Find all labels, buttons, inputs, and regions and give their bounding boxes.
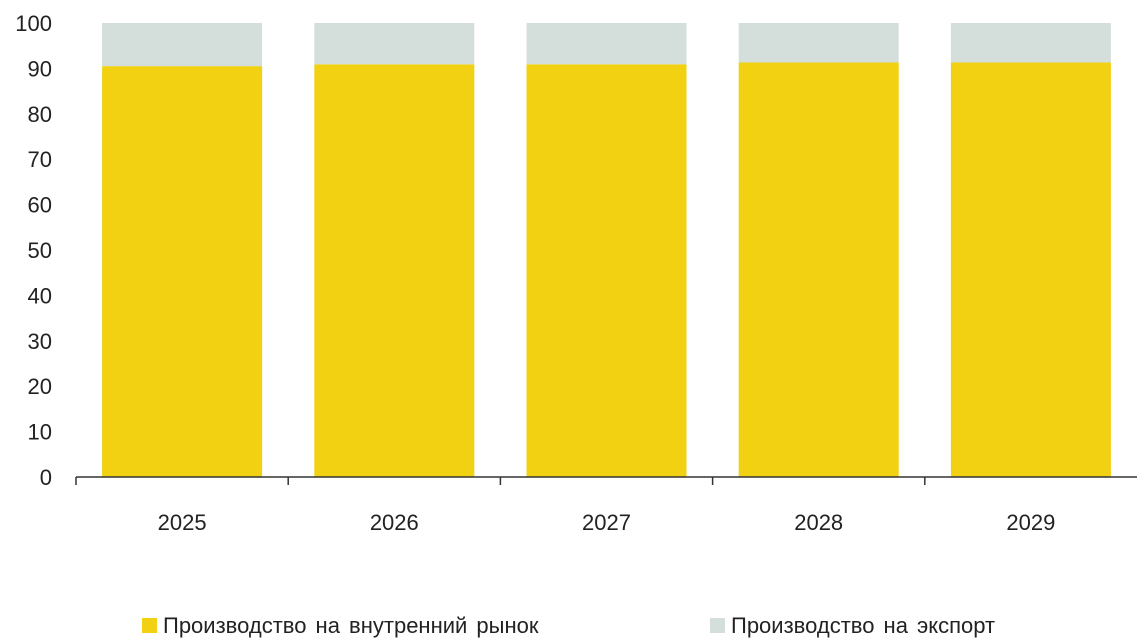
- bar-export-2029: [950, 23, 1111, 63]
- legend-item-export: Производство на экспорт: [710, 612, 995, 639]
- bars: [102, 23, 1111, 478]
- y-tick-label: 20: [28, 374, 52, 399]
- legend-label-domestic: Производство на внутренний рынок: [163, 613, 539, 638]
- y-tick-label: 0: [40, 465, 52, 490]
- bar-domestic-2029: [950, 62, 1111, 478]
- legend-swatch-export: [710, 618, 725, 633]
- y-axis-ticks: 0 10 20 30 40 50 60 70 80 90 100: [15, 11, 52, 490]
- y-tick-label: 10: [28, 420, 52, 445]
- y-tick-label: 60: [28, 193, 52, 218]
- y-tick-label: 30: [28, 329, 52, 354]
- y-tick-label: 70: [28, 147, 52, 172]
- legend-label-export: Производство на экспорт: [731, 613, 996, 638]
- y-tick-label: 50: [28, 238, 52, 263]
- y-tick-label: 40: [28, 283, 52, 308]
- bar-export-2025: [102, 23, 263, 67]
- bar-domestic-2026: [314, 64, 475, 478]
- y-tick-label: 100: [15, 11, 52, 36]
- x-tick-label: 2028: [794, 510, 843, 535]
- bar-domestic-2028: [738, 62, 899, 478]
- legend-swatch-domestic: [142, 618, 157, 633]
- x-tick-label: 2029: [1006, 510, 1055, 535]
- legend-item-domestic: Производство на внутренний рынок: [142, 612, 538, 639]
- y-tick-label: 90: [28, 56, 52, 81]
- x-axis: 2025 2026 2027 2028 2029: [75, 476, 1137, 535]
- bar-export-2027: [526, 23, 687, 65]
- bar-domestic-2027: [526, 64, 687, 478]
- legend: Производство на внутренний рынок Произво…: [0, 612, 1137, 639]
- x-tick-label: 2025: [158, 510, 207, 535]
- x-tick-label: 2026: [370, 510, 419, 535]
- bar-domestic-2025: [102, 66, 263, 477]
- bar-export-2026: [314, 23, 475, 65]
- y-tick-label: 80: [28, 102, 52, 127]
- x-tick-label: 2027: [582, 510, 631, 535]
- bar-export-2028: [738, 23, 899, 63]
